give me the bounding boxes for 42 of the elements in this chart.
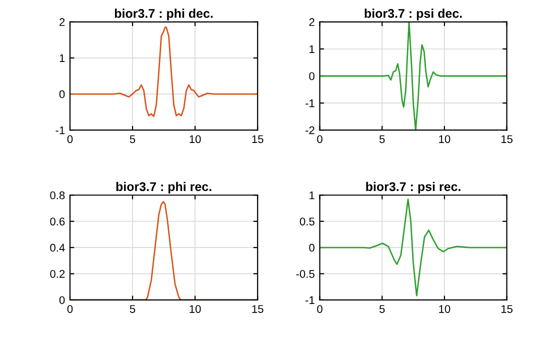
y-tick-label: -0.5: [296, 270, 314, 278]
y-tick-label: 0.5: [300, 218, 314, 226]
y-tick-label: -1: [306, 99, 314, 108]
x-tick-label: 15: [252, 305, 264, 313]
x-tick-label: 10: [439, 135, 450, 144]
chart-title: bior3.7 : psi dec.: [364, 8, 462, 20]
y-tick-label: 1: [310, 45, 314, 53]
x-tick-label: 5: [130, 305, 136, 313]
y-tick-label: 0: [309, 244, 314, 252]
y-tick-label: -1: [56, 126, 65, 134]
x-tick-label: 15: [501, 305, 513, 313]
y-tick-label: 1: [310, 192, 314, 200]
x-tick-label: 10: [439, 305, 450, 313]
x-tick-label: 5: [379, 135, 385, 144]
y-tick-label: 1: [60, 54, 65, 62]
x-tick-label: 0: [67, 135, 73, 144]
x-tick-label: 15: [501, 135, 513, 144]
line-series: [70, 26, 258, 118]
y-tick-label: 2: [309, 18, 314, 26]
line-series: [320, 22, 507, 130]
line-series: [320, 198, 507, 296]
y-tick-label: -2: [306, 126, 314, 134]
x-tick-label: 0: [317, 305, 322, 313]
chart-title: bior3.7 : phi rec.: [116, 182, 212, 194]
y-tick-label: -1: [306, 296, 314, 304]
chart-title: bior3.7 : phi dec.: [114, 8, 213, 20]
x-tick-label: 10: [190, 135, 201, 144]
x-tick-label: 0: [317, 135, 322, 144]
x-tick-label: 0: [67, 305, 73, 313]
x-tick-label: 5: [379, 305, 385, 313]
x-tick-label: 15: [252, 135, 264, 144]
y-tick-label: 0.4: [50, 244, 65, 252]
y-tick-label: 0: [59, 296, 65, 304]
y-tick-label: 0.2: [50, 270, 65, 278]
y-tick-label: 0: [309, 72, 314, 80]
y-tick-label: 0: [59, 90, 65, 98]
y-tick-label: 0.6: [50, 218, 65, 226]
x-tick-label: 5: [130, 135, 136, 144]
x-tick-label: 10: [190, 305, 201, 313]
y-tick-label: 2: [60, 18, 65, 26]
y-tick-label: 0.8: [50, 191, 65, 200]
chart-title: bior3.7 : psi rec.: [366, 182, 460, 194]
